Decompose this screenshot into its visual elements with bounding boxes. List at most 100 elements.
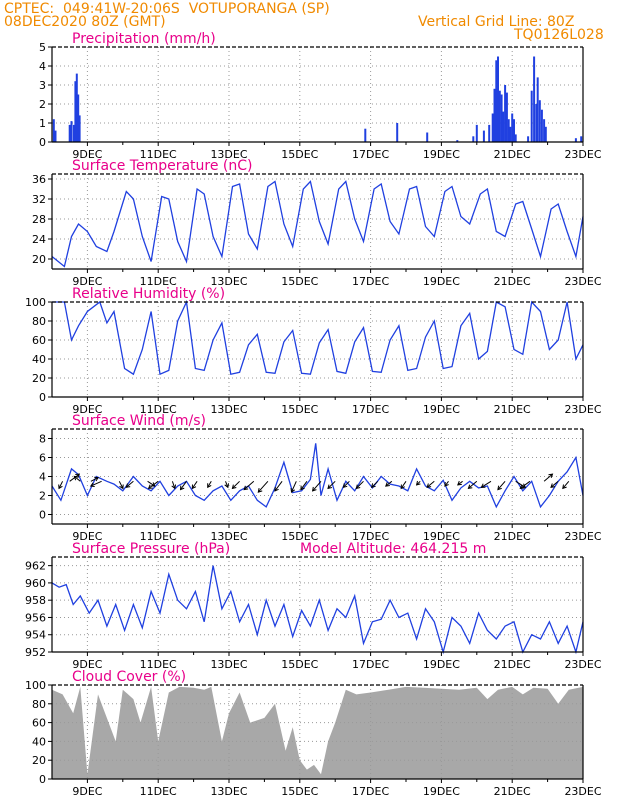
wind-xtick-label: 21DEC: [494, 530, 531, 543]
precip-bar: [530, 90, 533, 142]
wind-vector: [300, 481, 308, 490]
pressure-ytick-label: 952: [25, 646, 46, 659]
wind-xtick-label: 11DEC: [140, 530, 177, 543]
wind-vector-head: [400, 484, 406, 490]
wind-ytick-label: 6: [39, 452, 46, 465]
pressure-ytick-label: 956: [25, 611, 46, 624]
wind-vector-head: [125, 483, 131, 488]
precip-bar: [472, 136, 475, 142]
wind-ytick-label: 8: [39, 433, 46, 446]
precip-bar: [495, 60, 498, 142]
temp-xtick-label: 23DEC: [564, 275, 601, 288]
precip-bar: [527, 136, 530, 142]
wind-vector-head: [257, 488, 263, 493]
precip-xtick-label: 15DEC: [281, 148, 318, 161]
wind-xtick-label: 17DEC: [352, 530, 389, 543]
wind-vector: [291, 481, 297, 493]
pressure-xtick-label: 19DEC: [423, 658, 460, 671]
temp-xtick-label: 17DEC: [352, 275, 389, 288]
wind-vector: [257, 480, 269, 493]
wind-ytick-label: 4: [39, 471, 46, 484]
wind-xtick-label: 23DEC: [564, 530, 601, 543]
wind-vector: [426, 480, 435, 488]
wind-vector-head: [119, 484, 124, 490]
wind-vector: [191, 481, 198, 489]
wind-xtick-label: 15DEC: [281, 530, 318, 543]
rh-line: [52, 299, 584, 376]
precip-bar: [514, 134, 517, 142]
rh-xtick-label: 23DEC: [564, 403, 601, 416]
rh-xtick-label: 11DEC: [140, 403, 177, 416]
precip-bar: [540, 109, 543, 142]
wind-vector-head: [94, 476, 99, 482]
cloud-ytick-label: 100: [25, 679, 46, 692]
precip-bar: [504, 85, 507, 142]
wind-vector: [232, 480, 240, 489]
wind-vector-head: [562, 484, 567, 490]
precip-ytick-label: 1: [39, 117, 46, 130]
temp-xtick-label: 11DEC: [140, 275, 177, 288]
precip-ytick-label: 0: [39, 136, 46, 149]
rh-ytick-label: 40: [32, 353, 46, 366]
wind-vector-head: [311, 486, 317, 492]
wind-vector-head: [548, 473, 554, 478]
wind-vector: [274, 480, 283, 492]
wind-vector-head: [58, 484, 63, 490]
wind-vector-head: [550, 483, 556, 488]
rh-ytick-label: 60: [32, 334, 46, 347]
precip-bar: [533, 56, 536, 142]
cloud-ytick-label: 20: [32, 754, 46, 767]
wind-vector: [148, 480, 159, 489]
wind-vector: [343, 480, 350, 488]
precip-xtick-label: 23DEC: [564, 148, 601, 161]
wind-vector-head: [497, 485, 502, 491]
precip-bar: [538, 100, 541, 142]
precip-bar: [491, 113, 494, 142]
wind-title: Surface Wind (m/s): [72, 413, 206, 429]
temp-ytick-label: 32: [32, 193, 46, 206]
wind-ytick-label: 2: [39, 490, 46, 503]
cloud-xtick-label: 15DEC: [281, 785, 318, 798]
wind-vector-head: [274, 486, 279, 492]
pressure-ytick-label: 962: [25, 560, 46, 573]
cloud-xtick-label: 11DEC: [140, 785, 177, 798]
wind-vector-head: [231, 484, 237, 490]
precip-bar: [502, 111, 505, 142]
cloud-area: [52, 686, 583, 779]
rh-xtick-label: 19DEC: [423, 403, 460, 416]
wind-vector-head: [519, 484, 525, 489]
precip-ytick-label: 2: [39, 98, 46, 111]
wind-vector-head: [207, 483, 212, 489]
pressure-ytick-label: 954: [25, 629, 46, 642]
wind-vector-head: [426, 483, 432, 488]
precip-xtick-label: 9DEC: [72, 148, 102, 161]
temp-ytick-label: 28: [32, 213, 46, 226]
rh-xtick-label: 17DEC: [352, 403, 389, 416]
precip-bar: [505, 92, 508, 142]
rh-xtick-label: 15DEC: [281, 403, 318, 416]
precip-bar: [74, 81, 77, 142]
wind-vector-head: [147, 484, 153, 489]
temp-ytick-label: 20: [32, 253, 46, 266]
precip-bar: [75, 73, 78, 142]
precip-bar: [580, 136, 583, 142]
precip-bar: [456, 140, 459, 142]
rh-ytick-label: 100: [25, 296, 46, 309]
wind-vector-head: [191, 484, 197, 490]
temp-xtick-label: 21DEC: [494, 275, 531, 288]
rh-title: Relative Humidity (%): [72, 286, 225, 302]
pressure-xtick-label: 23DEC: [564, 658, 601, 671]
precip-bar: [72, 124, 75, 142]
wind-vector: [562, 480, 570, 489]
pressure-line: [51, 565, 584, 655]
cloud-xtick-label: 13DEC: [210, 785, 247, 798]
precip-bar: [498, 90, 501, 142]
wind-vector: [207, 481, 212, 488]
wind-vector: [327, 480, 336, 489]
wind-vector-head: [89, 482, 95, 487]
pressure-ytick-label: 960: [25, 577, 46, 590]
precip-bar: [535, 104, 538, 142]
wind-vector: [371, 480, 379, 488]
temp-xtick-label: 13DEC: [210, 275, 247, 288]
precip-bar: [511, 113, 514, 142]
